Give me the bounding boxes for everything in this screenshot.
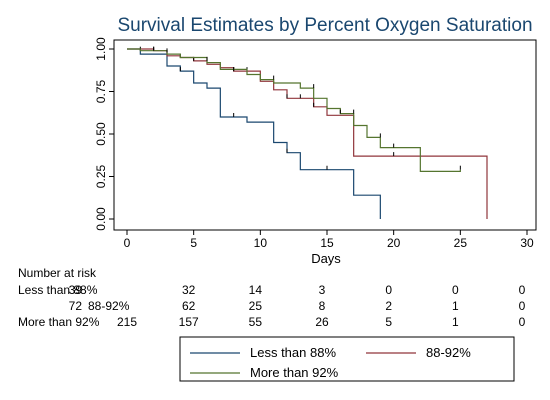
risk-table-header: Number at risk [18,266,97,280]
risk-value: 0 [519,283,526,297]
x-axis-label: Days [311,251,341,266]
x-tick-label: 30 [520,236,534,250]
risk-row-label: Less than 88% [18,283,98,297]
x-axis-ticks: 0 5 10 15 20 25 30 [124,230,534,250]
series-line-1 [127,48,381,219]
risk-value: 55 [249,315,263,329]
risk-row-label: More than 92% [18,315,100,329]
x-tick-label: 10 [254,236,268,250]
risk-value: 72 [69,299,83,313]
risk-row-label: 88-92% [88,299,130,313]
chart-title: Survival Estimates by Percent Oxygen Sat… [117,15,532,36]
y-axis-ticks: 0.00 0.25 0.50 0.75 1.00 [94,37,114,231]
risk-value: 14 [249,283,263,297]
risk-value: 0 [519,315,526,329]
y-tick-label: 0.00 [94,207,108,231]
risk-value: 2 [385,299,392,313]
risk-value: 8 [319,299,326,313]
risk-table: Number at risk Less than 88%39 32 14 3 0 0 088… [18,266,526,329]
risk-value: 1 [452,299,459,313]
risk-value: 0 [385,283,392,297]
risk-value: 32 [182,283,196,297]
risk-value: 25 [249,299,263,313]
x-tick-label: 15 [320,236,334,250]
x-tick-label: 0 [124,236,131,250]
risk-value: 62 [182,299,196,313]
x-tick-label: 5 [190,236,197,250]
x-tick-label: 25 [454,236,468,250]
legend-box [179,336,515,382]
risk-value: 215 [117,315,137,329]
y-tick-label: 1.00 [94,37,108,61]
risk-value: 26 [315,315,329,329]
risk-value: 0 [519,299,526,313]
y-tick-label: 0.75 [94,79,108,103]
risk-value: 0 [452,283,459,297]
y-tick-label: 0.50 [94,122,108,146]
survival-curves [127,46,488,219]
x-tick-label: 20 [387,236,401,250]
legend-label: Less than 88% [250,345,336,360]
risk-value: 157 [179,315,199,329]
risk-value: 1 [452,315,459,329]
legend: Less than 88% 88-92% More than 92% [179,336,515,382]
y-tick-label: 0.25 [94,164,108,188]
legend-label: More than 92% [250,365,339,380]
legend-label: 88-92% [426,345,471,360]
risk-value: 5 [385,315,392,329]
risk-value: 39 [69,283,83,297]
series-line-3 [127,48,461,172]
risk-value: 3 [319,283,326,297]
